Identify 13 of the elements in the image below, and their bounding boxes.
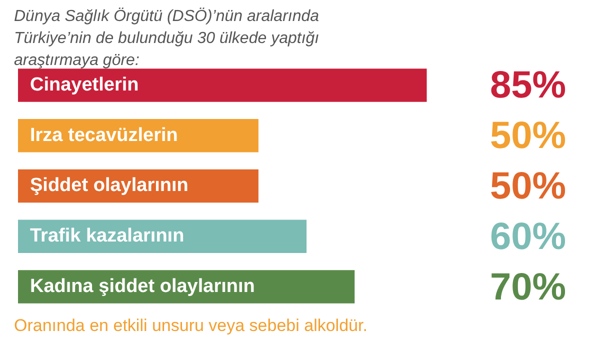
data-label: 85% — [490, 64, 566, 107]
data-label: 50% — [490, 165, 566, 208]
text: Oranında en etkili unsuru veya sebebi alkoldür. — [14, 316, 368, 336]
y-tick-label: Kadına şiddet olaylarının — [30, 276, 255, 298]
chart-title: Dünya Sağlık Örgütü (DSÖ)’nün aralarında Türkiye’nin de bulunduğu 30 ülkede yaptığı araştırmaya göre: — [14, 6, 320, 71]
y-tick-label: Şiddet olaylarının — [30, 175, 188, 196]
y-tick-label: Trafik kazalarının — [30, 226, 184, 247]
y-tick-label: Cinayetlerin — [30, 74, 139, 96]
bar — [18, 68, 427, 102]
data-label: 70% — [490, 266, 566, 308]
data-label: 60% — [490, 216, 566, 258]
data-label: 50% — [490, 115, 566, 158]
y-tick-label: Irza tecavüzlerin — [30, 124, 178, 146]
